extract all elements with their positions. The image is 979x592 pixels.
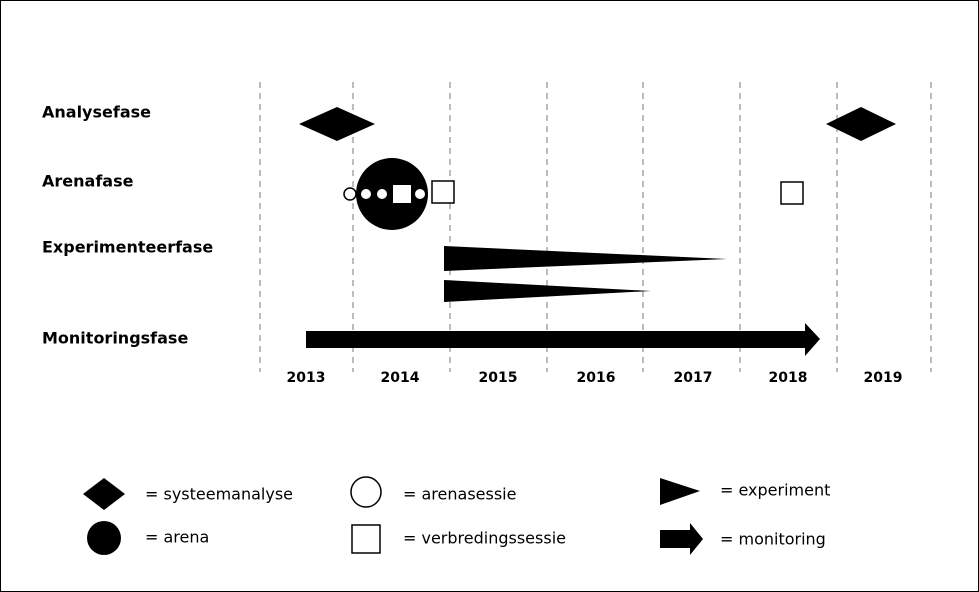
- year-label: 2013: [287, 370, 326, 386]
- phase-label: Experimenteerfase: [42, 238, 213, 257]
- year-label: 2019: [864, 370, 903, 386]
- square: [431, 180, 455, 204]
- legend-label: = systeemanalyse: [145, 485, 293, 504]
- legend-label: = arena: [145, 528, 209, 547]
- phase-label: Monitoringsfase: [42, 329, 188, 348]
- year-label: 2015: [479, 370, 518, 386]
- phase-label: Arenafase: [42, 172, 134, 191]
- legend-label: = arenasessie: [403, 485, 516, 504]
- square: [780, 181, 804, 205]
- diamond: [299, 107, 375, 141]
- legend-label: = verbredingssessie: [403, 529, 566, 548]
- year-label: 2017: [674, 370, 713, 386]
- diamond: [826, 107, 896, 141]
- year-label: 2016: [577, 370, 616, 386]
- experiment: [444, 280, 651, 302]
- monitoring-arrow: [306, 323, 820, 356]
- year-label: 2018: [769, 370, 808, 386]
- year-label: 2014: [381, 370, 420, 386]
- legend-label: = monitoring: [720, 530, 826, 549]
- legend: = systeemanalyse = arena = arenasessie =…: [83, 476, 830, 555]
- phase-label: Analysefase: [42, 103, 151, 122]
- experiment: [444, 246, 727, 271]
- arena: [343, 158, 428, 230]
- legend-label: = experiment: [720, 481, 830, 500]
